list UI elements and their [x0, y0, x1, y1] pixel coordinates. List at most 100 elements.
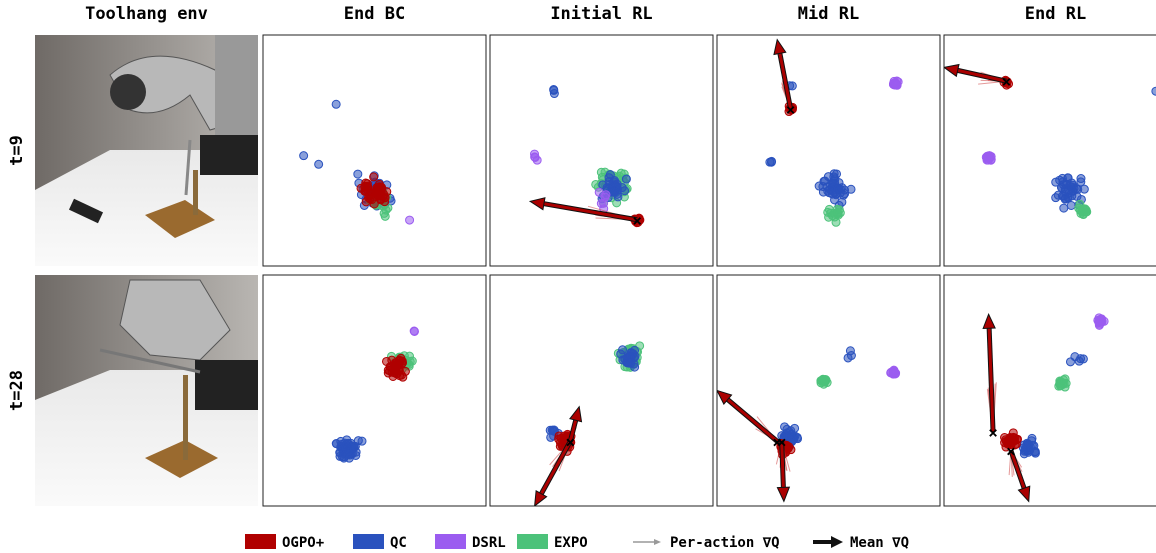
row-label: t=28: [7, 370, 27, 411]
legend-label: DSRL: [472, 535, 506, 549]
point: [396, 357, 404, 365]
point: [791, 424, 799, 432]
point: [788, 82, 796, 90]
legend-label: Per-action ∇Q: [670, 535, 780, 549]
column-title: Initial RL: [550, 4, 652, 24]
panel-frame: [944, 35, 1156, 266]
point: [768, 157, 776, 165]
point: [986, 153, 994, 161]
column-title: End RL: [1025, 4, 1086, 24]
mean-marker: ×: [777, 432, 787, 451]
panel-frame: [717, 35, 940, 266]
panel-frame: [263, 275, 486, 506]
point: [611, 188, 619, 196]
point: [1079, 355, 1087, 363]
point: [332, 100, 340, 108]
point: [890, 368, 898, 376]
env-image-1: [35, 35, 258, 266]
point: [393, 370, 401, 378]
legend-swatch: [435, 534, 466, 549]
point: [836, 185, 844, 193]
point: [1064, 174, 1072, 182]
point: [1052, 178, 1060, 186]
point: [1052, 194, 1060, 202]
point: [1067, 201, 1075, 209]
column-title: Toolhang env: [85, 4, 208, 24]
mean-marker: ×: [786, 100, 796, 119]
point: [836, 209, 844, 217]
point: [821, 177, 829, 185]
point: [1077, 175, 1085, 183]
legend-swatch: [245, 534, 276, 549]
panel-frame: [944, 275, 1156, 506]
scatter-panel: ×: [717, 35, 940, 266]
legend-swatch: [353, 534, 384, 549]
legend-arrow-head: [831, 536, 843, 548]
point: [354, 170, 362, 178]
legend-label: EXPO: [554, 535, 588, 549]
point: [1023, 440, 1031, 448]
point: [631, 346, 639, 354]
point: [1060, 204, 1068, 212]
panel-frame: [490, 275, 713, 506]
point: [1097, 316, 1105, 324]
legend-label: QC: [390, 535, 407, 549]
point: [622, 175, 630, 183]
scatter-panel: ××: [944, 275, 1156, 506]
mean-marker: ×: [988, 423, 998, 442]
legend-arrow-head: [654, 539, 661, 545]
point: [1076, 206, 1084, 214]
row-label: t=9: [7, 135, 27, 166]
legend-label: OGPO+: [282, 535, 324, 549]
point: [358, 437, 366, 445]
point: [1031, 448, 1039, 456]
point: [597, 200, 605, 208]
scatter-panel: ××: [490, 275, 713, 506]
point: [828, 187, 836, 195]
scatter-panel: ×: [490, 35, 713, 266]
scatter-panel: [263, 35, 486, 266]
legend-label: Mean ∇Q: [850, 535, 909, 549]
point: [892, 81, 900, 89]
panel-frame: [263, 35, 486, 266]
point: [786, 432, 794, 440]
scatter-panel: ××: [717, 275, 940, 506]
point: [605, 178, 613, 186]
column-title: End BC: [344, 4, 405, 24]
point: [315, 160, 323, 168]
point: [370, 173, 378, 181]
point: [531, 153, 539, 161]
point: [300, 152, 308, 160]
point: [410, 327, 418, 335]
point: [1071, 353, 1079, 361]
point: [401, 367, 409, 375]
point: [370, 200, 378, 208]
panel-frame: [490, 35, 713, 266]
point: [550, 86, 558, 94]
point: [627, 359, 635, 367]
point: [350, 444, 358, 452]
point: [1152, 87, 1156, 95]
point: [338, 453, 346, 461]
env-image-2: [35, 275, 258, 506]
scatter-panel: [263, 275, 486, 506]
point: [838, 198, 846, 206]
mean-marker: ×: [632, 211, 642, 230]
legend-swatch: [517, 534, 548, 549]
scatter-panel: ×: [944, 35, 1156, 266]
point: [1070, 184, 1078, 192]
point: [406, 216, 414, 224]
mean-marker: ×: [1006, 442, 1016, 461]
point: [406, 352, 414, 360]
mean-marker: ×: [1002, 72, 1012, 91]
point: [382, 206, 390, 214]
point: [357, 184, 365, 192]
point: [820, 378, 828, 386]
panel-frame: [717, 275, 940, 506]
point: [380, 190, 388, 198]
point: [1060, 376, 1068, 384]
mean-marker: ×: [565, 432, 575, 451]
point: [1060, 192, 1068, 200]
point: [1080, 185, 1088, 193]
